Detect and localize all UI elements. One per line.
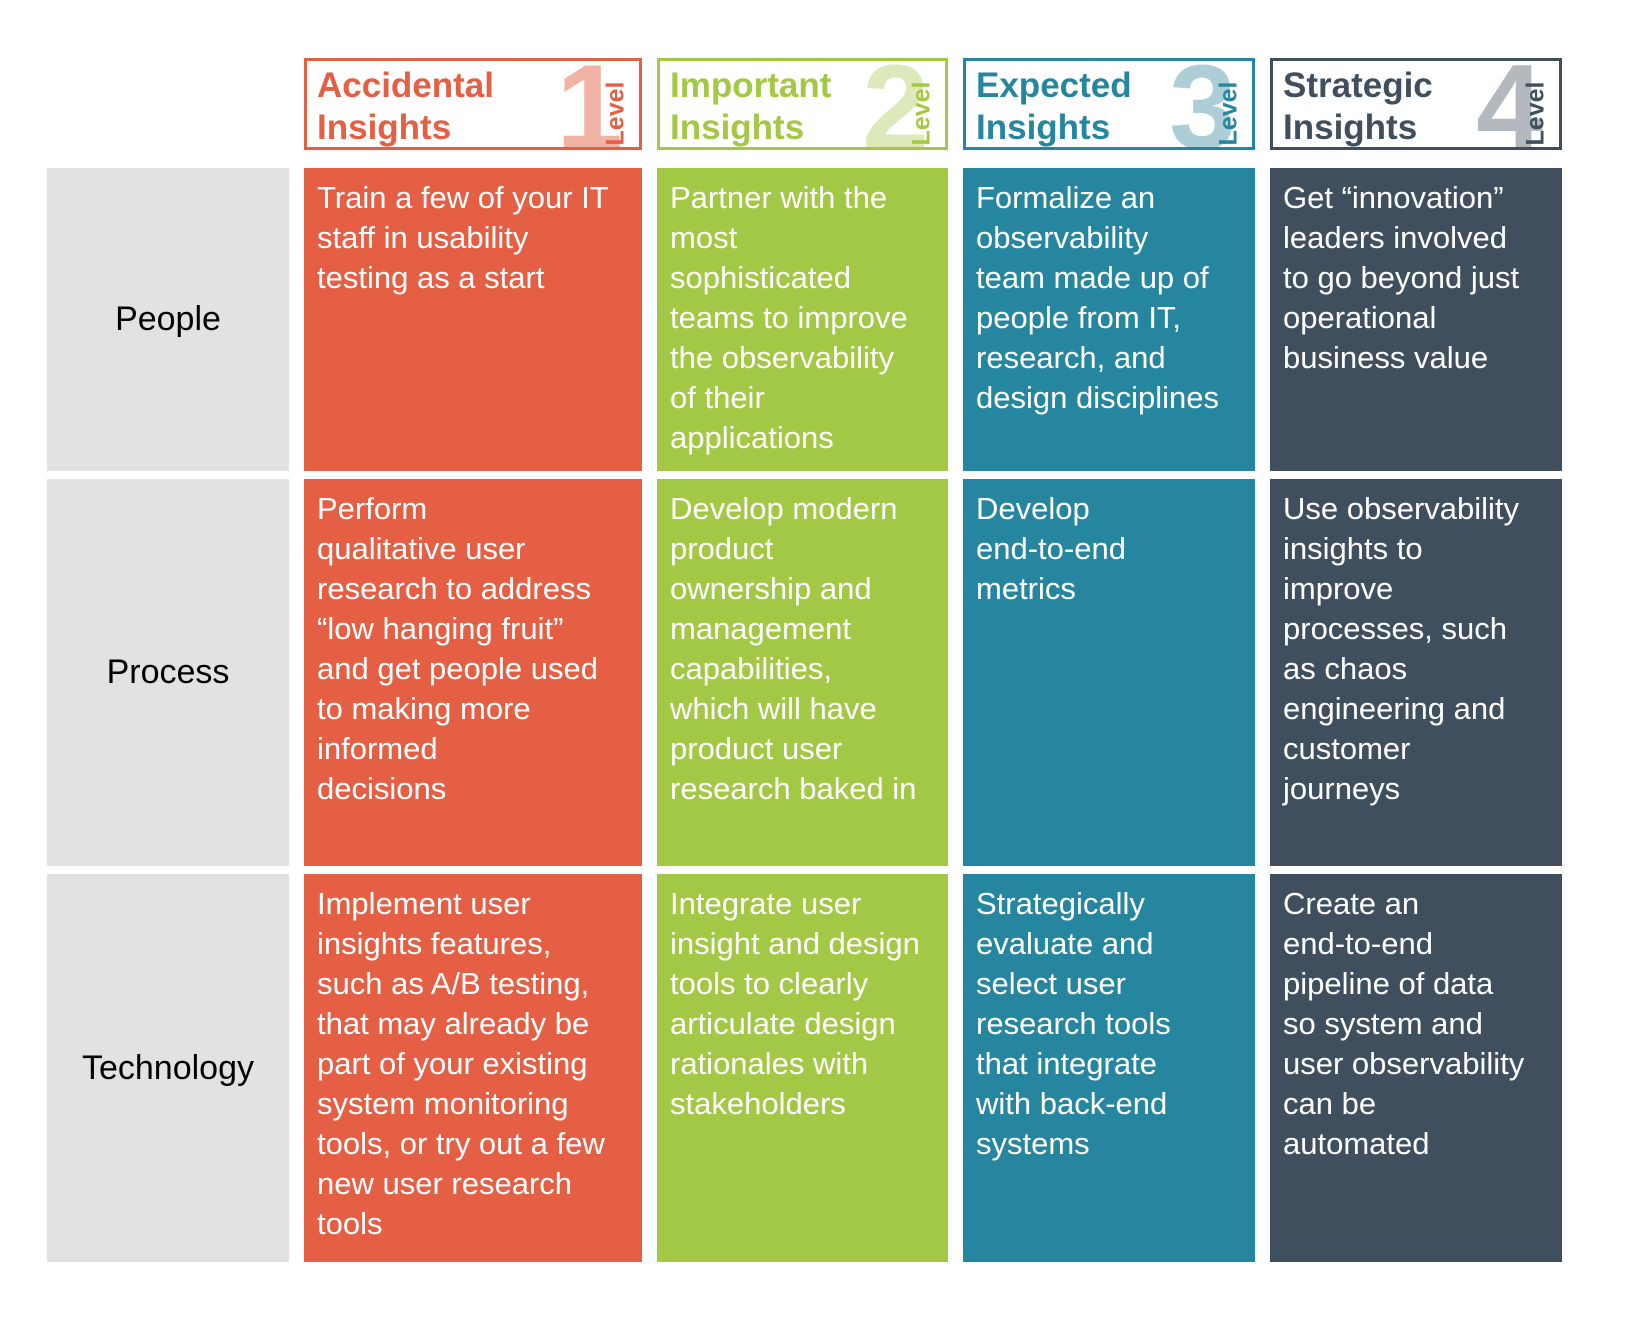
cell-technology-level-1: Implement user insights features, such a…: [304, 874, 642, 1262]
level-2-header: Important Insights 2 Level: [657, 58, 948, 150]
cell-technology-level-2: Integrate user insight and design tools …: [657, 874, 948, 1262]
cell-process-level-3: Develop end-to-end metrics: [963, 479, 1255, 866]
level-3-label: Level: [1214, 81, 1243, 146]
row-label-people: People: [47, 168, 289, 471]
row-label-technology: Technology: [47, 874, 289, 1262]
level-3-number: 3: [1169, 58, 1236, 150]
level-4-title: Strategic Insights: [1283, 66, 1433, 147]
cell-people-level-1: Train a few of your IT staff in usabilit…: [304, 168, 642, 471]
cell-technology-level-3: Strategically evaluate and select user r…: [963, 874, 1255, 1262]
level-4-number: 4: [1476, 58, 1543, 150]
cell-people-level-2: Partner with the most sophisticated team…: [657, 168, 948, 471]
level-2-label: Level: [907, 81, 936, 146]
cell-technology-level-4: Create an end-to-end pipeline of data so…: [1270, 874, 1562, 1262]
level-1-number: 1: [556, 58, 623, 150]
cell-process-level-2: Develop modern product ownership and man…: [657, 479, 948, 866]
cell-process-level-1: Perform qualitative user research to add…: [304, 479, 642, 866]
level-1-title: Accidental Insights: [317, 66, 494, 147]
cell-process-level-4: Use observability insights to improve pr…: [1270, 479, 1562, 866]
level-1-label: Level: [601, 81, 630, 146]
level-3-header: Expected Insights 3 Level: [963, 58, 1255, 150]
level-4-label: Level: [1521, 81, 1550, 146]
level-2-title: Important Insights: [670, 66, 832, 147]
level-4-header: Strategic Insights 4 Level: [1270, 58, 1562, 150]
cell-people-level-3: Formalize an observability team made up …: [963, 168, 1255, 471]
level-1-header: Accidental Insights 1 Level: [304, 58, 642, 150]
row-label-process: Process: [47, 479, 289, 866]
level-3-title: Expected Insights: [976, 66, 1132, 147]
level-2-number: 2: [862, 58, 929, 150]
cell-people-level-4: Get “innovation” leaders involved to go …: [1270, 168, 1562, 471]
